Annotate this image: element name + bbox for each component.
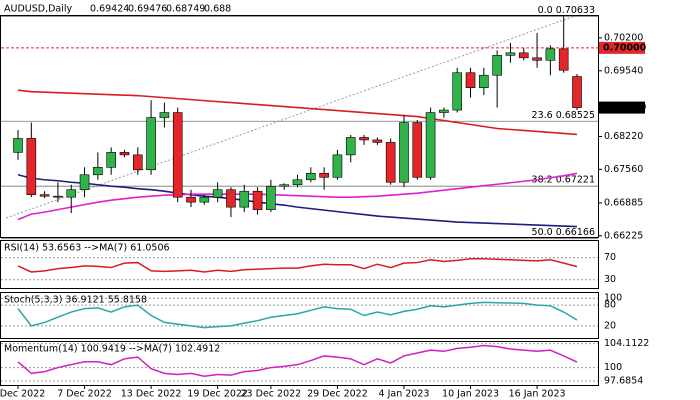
rsi-panel	[0, 240, 599, 289]
candle-body	[252, 190, 263, 210]
y-tick-label: 97.6854	[604, 376, 643, 387]
x-tick-label: 1 Dec 2022	[0, 389, 45, 400]
candle-body	[212, 189, 223, 198]
y-tick-label: 100	[604, 293, 622, 304]
candle-body	[425, 112, 436, 178]
x-tick-label: 4 Jan 2023	[379, 389, 430, 400]
candle-body	[439, 109, 449, 113]
indicator-line	[17, 257, 578, 273]
candle-body	[332, 154, 343, 178]
x-tick-label: 7 Dec 2022	[57, 389, 112, 400]
fib-label: 0.0 0.70633	[538, 5, 595, 16]
candle-body	[199, 196, 210, 203]
y-tick-label: 0.66885	[604, 197, 643, 208]
y-tick-label: 20	[604, 320, 616, 331]
y-tick-label: 0.67560	[604, 164, 643, 175]
stoch-panel	[0, 292, 599, 339]
candle-body	[545, 48, 556, 61]
y-tick-label: 0.66225	[604, 230, 643, 241]
candle-body	[505, 52, 516, 56]
candle-body	[159, 112, 170, 118]
fib-label: 23.6 0.68525	[532, 110, 595, 121]
price-panel	[0, 15, 599, 238]
x-tick-label: 13 Dec 2022	[121, 389, 182, 400]
candle-body	[306, 172, 316, 181]
chart-title: AUDUSD,Daily	[4, 4, 73, 15]
candle-body	[399, 122, 409, 183]
candle-body	[412, 122, 423, 178]
candle-body	[385, 142, 396, 183]
candle-body	[226, 189, 236, 208]
candle-body	[66, 189, 77, 198]
y-tick-label: 104.1122	[604, 338, 649, 349]
x-tick-label: 10 Jan 2023	[442, 389, 499, 400]
header-open: 0.69424	[90, 4, 129, 15]
candle-body	[239, 190, 250, 208]
candle-body	[186, 196, 196, 203]
y-tick-label: 70	[604, 252, 616, 263]
price-box	[599, 41, 645, 54]
candle-body	[479, 74, 489, 88]
candle-body	[93, 167, 103, 176]
header-low: 0.68749	[166, 4, 205, 15]
fib-label: 50.0 0.66166	[532, 227, 595, 238]
price-box	[599, 101, 645, 114]
candle-body	[532, 57, 542, 61]
indicator-title: Momentum(14) 100.9419 -->MA(7) 102.4912	[4, 344, 220, 355]
header-high: 0.69476	[128, 4, 167, 15]
candle-body	[132, 154, 143, 171]
candle-body	[266, 185, 276, 210]
indicator-line	[17, 301, 578, 329]
x-tick-label: 19 Dec 2022	[187, 389, 248, 400]
price-label: 0.70000	[603, 42, 647, 53]
candle-body	[492, 55, 502, 76]
indicator-title: RSI(14) 53.6563 -->MA(7) 61.0506	[4, 243, 170, 254]
candle-body	[465, 72, 476, 88]
x-tick-label: 23 Dec 2022	[241, 389, 302, 400]
candle-body	[345, 137, 356, 156]
y-tick-label: 0.68220	[604, 131, 643, 142]
moving-average	[17, 89, 578, 136]
candle-body	[279, 184, 289, 187]
candle-body	[518, 52, 529, 59]
candle-body	[146, 117, 156, 171]
header-close: 0.688	[204, 4, 231, 15]
candle-body	[359, 137, 369, 141]
candle-body	[292, 179, 303, 186]
candle-body	[372, 139, 383, 143]
candle-body	[452, 72, 463, 111]
fib-label: 38.2 0.67221	[532, 175, 595, 186]
candle-body	[26, 138, 37, 195]
y-tick-label: 30	[604, 274, 616, 285]
x-tick-label: 16 Jan 2023	[509, 389, 566, 400]
candle-body	[319, 172, 329, 178]
candle-body	[53, 195, 63, 198]
y-tick-label: 80	[604, 300, 616, 311]
candle-body	[558, 48, 569, 71]
y-tick-label: 0.70200	[604, 32, 643, 43]
y-tick-label: 0.69540	[604, 65, 643, 76]
candle-body	[172, 112, 183, 198]
candle-body	[79, 174, 90, 191]
moving-average	[17, 174, 578, 228]
candle-body	[13, 138, 23, 153]
x-tick-label: 29 Dec 2022	[307, 389, 368, 400]
candle-body	[119, 152, 130, 156]
indicator-line	[17, 344, 578, 378]
moving-average	[17, 172, 578, 221]
indicator-title: Stoch(5,3,3) 36.9121 55.8158	[4, 295, 147, 306]
y-tick-label: 100	[604, 362, 622, 373]
candle-body	[572, 76, 582, 108]
candle-body	[106, 152, 116, 168]
price-label: 0.68800	[603, 102, 647, 113]
candle-body	[39, 194, 50, 197]
